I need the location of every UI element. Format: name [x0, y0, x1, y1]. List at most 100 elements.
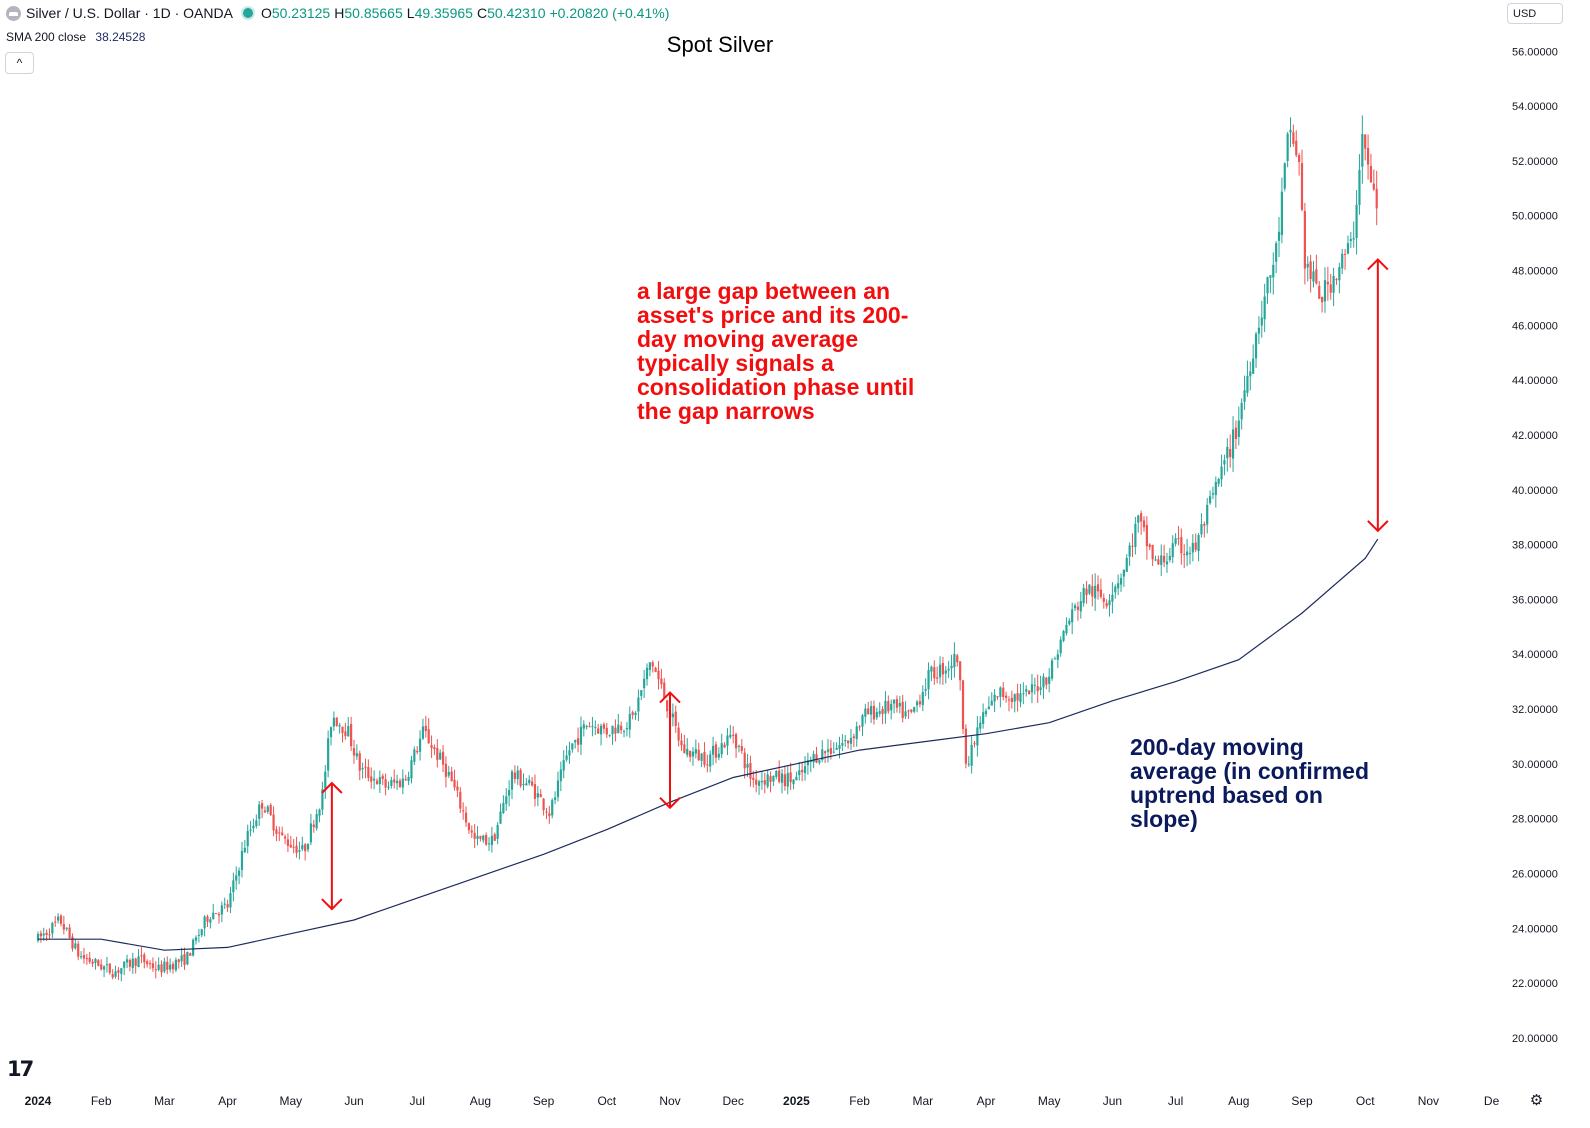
candle-body — [229, 893, 232, 908]
tradingview-logo-icon[interactable]: 17 — [7, 1057, 34, 1081]
candle-body — [237, 870, 241, 876]
candle-body — [289, 844, 292, 848]
low-value: 49.35965 — [414, 5, 473, 21]
candle-body — [861, 715, 864, 727]
candle-body — [347, 725, 350, 737]
candle-body — [645, 667, 649, 680]
candle-body — [59, 915, 63, 924]
candle-body — [292, 846, 295, 848]
currency-selector[interactable]: USD — [1507, 3, 1563, 24]
candle-body — [180, 955, 183, 962]
candle-body — [686, 748, 689, 756]
candle-body — [622, 731, 626, 733]
candle-body — [1349, 239, 1352, 241]
candle-body — [120, 968, 123, 974]
y-tick-label: 22.00000 — [1512, 978, 1558, 990]
candle-body — [1375, 188, 1378, 209]
candle-body — [576, 738, 580, 745]
candle-body — [186, 951, 189, 965]
candle-body — [996, 696, 999, 698]
candle-body — [283, 836, 287, 839]
candle-body — [1220, 466, 1223, 480]
candle-body — [1246, 375, 1249, 393]
candle-body — [390, 779, 393, 786]
candle-body — [398, 780, 402, 787]
symbol-title[interactable]: Silver / U.S. Dollar · 1D · OANDA — [26, 5, 233, 21]
candle-body — [852, 736, 855, 739]
candle-body — [1280, 191, 1283, 235]
candle-body — [510, 771, 514, 790]
candle-body — [1289, 129, 1292, 133]
candle-body — [1108, 600, 1111, 606]
candle-body — [895, 699, 899, 708]
market-status-icon[interactable] — [242, 8, 253, 18]
candle-body — [829, 748, 832, 754]
candle-body — [551, 800, 554, 816]
symbol-header: Silver / U.S. Dollar · 1D · OANDA O 50.23… — [6, 5, 669, 21]
candle-body — [625, 727, 629, 730]
candle-body — [1151, 544, 1154, 560]
candle-body — [246, 830, 249, 847]
x-tick-label: De — [1484, 1094, 1500, 1108]
close-key: C — [476, 5, 488, 21]
candle-body — [1033, 684, 1036, 686]
candle-body — [999, 687, 1002, 697]
candle-body — [1369, 165, 1373, 183]
candle-body — [867, 708, 870, 715]
candle-body — [844, 739, 847, 742]
price-axis[interactable]: 56.00000 54.00000 52.00000 50.00000 48.00000… — [1512, 46, 1558, 1045]
candle-body — [1154, 559, 1157, 561]
candle-body — [479, 836, 482, 839]
time-axis[interactable]: 2024 Feb Mar Apr May Jun Jul Aug Sep Oct Nov Dec 202… — [25, 1094, 1500, 1108]
candle-body — [878, 711, 881, 714]
candle-body — [568, 750, 571, 756]
candle-body — [1016, 693, 1019, 701]
candle-body — [65, 927, 68, 929]
candle-body — [344, 731, 347, 737]
candle-body — [272, 814, 275, 831]
indicator-legend[interactable]: SMA 200 close 38.24528 — [6, 30, 145, 44]
candle-body — [94, 958, 97, 963]
chart-title: Spot Silver — [666, 32, 774, 57]
collapse-legend-button[interactable]: ^ — [5, 52, 34, 74]
candle-body — [381, 775, 384, 780]
candle-body — [838, 745, 841, 749]
candle-body — [936, 677, 939, 679]
candle-body — [444, 763, 448, 777]
gear-icon[interactable]: ⚙ — [1529, 1092, 1544, 1109]
candle-body — [588, 726, 591, 728]
candle-body — [1185, 551, 1189, 556]
indicator-label[interactable]: SMA 200 close — [6, 30, 87, 44]
open-key: O — [260, 5, 272, 21]
candle-body — [226, 904, 229, 908]
candle-body — [892, 699, 896, 704]
candle-body — [174, 959, 177, 971]
candle-body — [1039, 687, 1042, 690]
candle-body — [766, 774, 769, 787]
candle-body — [373, 778, 376, 781]
candle-body — [913, 706, 916, 712]
candle-body — [306, 843, 310, 850]
candle-body — [1071, 609, 1074, 623]
candle-body — [1292, 132, 1295, 144]
candle-body — [574, 740, 577, 743]
candle-body — [760, 780, 764, 783]
candle-body — [1160, 555, 1163, 565]
candle-body — [194, 937, 198, 941]
candle-body — [304, 844, 307, 852]
candle-body — [269, 804, 272, 815]
candle-body — [1272, 264, 1275, 278]
candle-body — [803, 766, 807, 773]
candle-body — [709, 754, 712, 767]
candle-body — [295, 845, 298, 853]
candle-body — [114, 971, 117, 977]
candle-body — [215, 913, 218, 915]
candle-body — [648, 662, 651, 670]
candle-body — [542, 798, 545, 811]
y-tick-label: 52.00000 — [1512, 156, 1558, 168]
open-value: 50.23125 — [271, 5, 331, 21]
candle-body — [407, 776, 410, 782]
candle-body — [1183, 553, 1186, 555]
high-value: 50.85665 — [344, 5, 403, 21]
